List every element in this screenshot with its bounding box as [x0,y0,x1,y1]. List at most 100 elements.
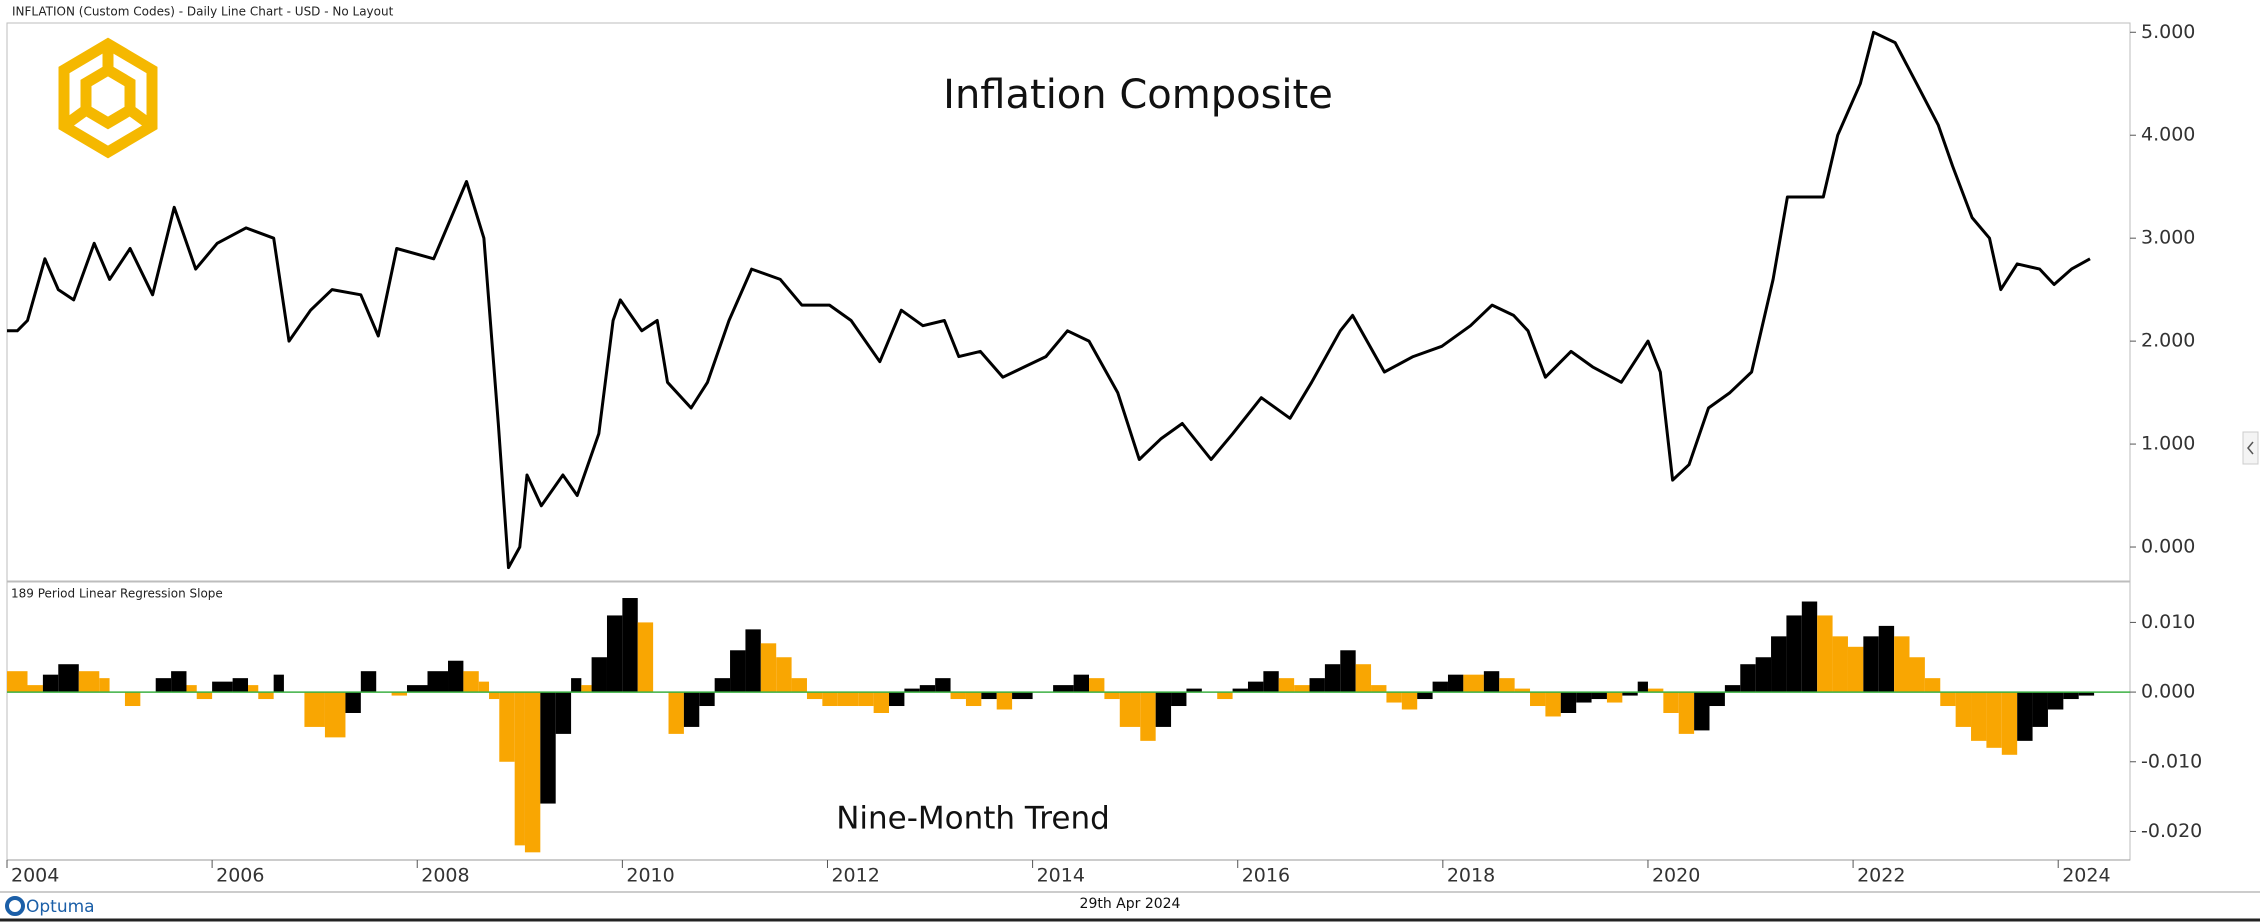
x-tick-label: 2006 [216,865,264,887]
slope-bar [760,643,777,693]
slope-bar [1514,688,1531,693]
slope-bar [776,657,792,693]
slope-bar [699,692,715,707]
x-tick-label: 2004 [11,865,59,887]
slope-bar [1909,657,1925,693]
slope-bar [1483,671,1500,693]
footer-date: 29th Apr 2024 [1080,896,1181,912]
slope-bar [2032,692,2048,727]
slope-bar [1432,681,1448,693]
collapse-button-box[interactable] [2242,431,2259,465]
slope-bar [1894,636,1910,693]
slope-bar [1832,636,1848,693]
slope-bar [1576,692,1592,703]
panel-title: Nine-Month Trend [836,801,1110,837]
collapse-button[interactable] [2242,431,2259,465]
slope-bar [981,692,997,700]
x-tick-label: 2012 [831,865,879,887]
brand-icon [5,896,25,916]
slope-bar [2017,692,2033,741]
brand: Optuma [26,897,95,917]
y-tick-label: -0.010 [2141,750,2202,772]
slope-bar [730,650,746,693]
slope-bar [78,671,100,693]
slope-bar [791,678,807,693]
slope-bar [1724,685,1741,693]
slope-bar [1232,688,1248,693]
slope-bar [99,678,110,693]
slope-bar [463,671,479,693]
slope-bar [1940,692,1956,707]
slope-bar [27,685,43,693]
slope-bar [1878,625,1895,693]
slope-bar [1971,692,1987,741]
slope-bar [1447,674,1464,693]
slope-bar [489,692,500,700]
y-tick-label: -0.020 [2141,820,2202,842]
slope-bar [1355,664,1372,693]
slope-bar [1986,692,2002,748]
x-tick-label: 2020 [1652,865,1700,887]
slope-bar [1817,615,1833,693]
slope-bar [391,692,407,696]
slope-bar [258,692,274,700]
logo [58,37,158,159]
slope-bar [360,671,377,693]
slope-bar [1186,688,1202,693]
slope-bar [1545,692,1561,717]
slope-bar [1217,692,1233,700]
slope-bar [1622,692,1638,696]
slope-bar [1560,692,1577,713]
indicator-label: 189 Period Linear Regression Slope [11,587,223,601]
slope-bar [304,692,325,727]
slope-bar [1924,678,1941,693]
slope-bar [196,692,213,700]
slope-bar [873,692,890,713]
slope-bar [499,692,515,762]
slope-bar [1663,692,1679,713]
x-tick-label: 2022 [1857,865,1905,887]
slope-bar [1119,692,1141,727]
x-tick-label: 2010 [626,865,674,887]
slope-bar [345,692,361,713]
slope-bar [581,685,592,693]
slope-bar [273,674,284,693]
y-tick-label: 0.000 [2141,681,2195,703]
y-tick-label: 5.000 [2141,21,2195,43]
slope-bar [1463,674,1484,693]
slope-bar [714,678,731,693]
slope-bar [1104,692,1120,700]
slope-bar [1073,674,1090,693]
y-tick-label: 4.000 [2141,124,2195,146]
x-tick-label: 2018 [1447,865,1495,887]
slope-bar [1847,646,1864,693]
slope-bar [42,674,59,693]
slope-bar [1417,692,1433,700]
slope-bar [478,681,490,693]
slope-bar [2063,692,2079,700]
logo-link [60,105,90,131]
slope-bar [806,692,823,700]
slope-bar [524,692,541,853]
slope-bar [212,681,233,693]
y-tick-label: 0.010 [2141,611,2195,633]
slope-bar [155,678,172,693]
y-tick-label: 1.000 [2141,433,2195,455]
slope-bar [1089,678,1105,693]
slope-bar [2078,692,2095,696]
slope-bar [124,692,141,707]
y-tick-label: 2.000 [2141,330,2195,352]
logo-link [126,105,156,131]
slope-bar [1053,685,1074,693]
slope-bar [1278,678,1295,693]
chart-title: Inflation Composite [943,72,1333,118]
slope-bar [1386,692,1402,703]
x-tick-label: 2014 [1037,865,1085,887]
logo-outer [58,37,158,159]
slope-bar [950,692,966,700]
collapse-arrow[interactable] [2247,441,2254,455]
slope-bar [1755,657,1772,693]
slope-bar [1771,636,1787,693]
slope-bar [1324,664,1341,693]
